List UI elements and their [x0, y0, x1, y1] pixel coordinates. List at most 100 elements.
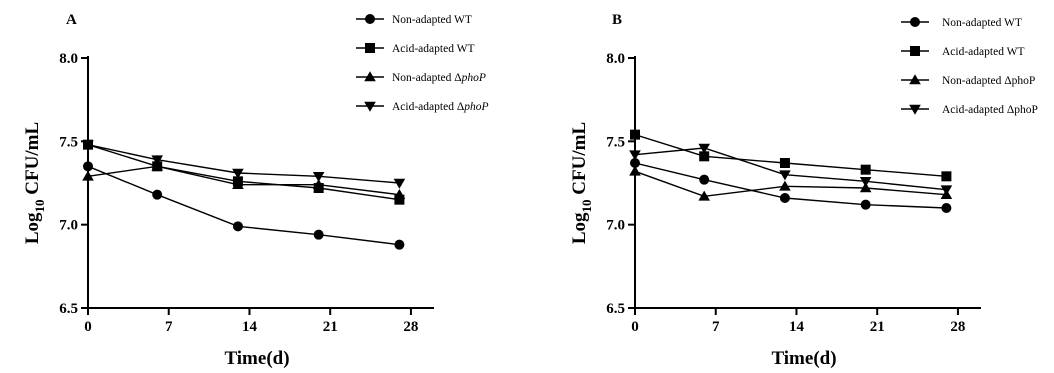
data-point: [860, 199, 871, 210]
y-axis-title-main: Log: [22, 212, 43, 244]
data-point: [232, 168, 244, 179]
legend-label: Acid-adapted WT: [942, 46, 1025, 58]
data-point: [151, 155, 163, 166]
y-axis-title-subscript: 10: [579, 199, 594, 212]
legend-label: Acid-adapted ΔphoP: [392, 101, 489, 113]
series-triangle-up: [629, 165, 953, 201]
legend-entry: Non-adapted WT: [356, 14, 472, 26]
x-tick-label: 28: [950, 319, 965, 335]
data-point: [779, 193, 790, 203]
data-point: [941, 171, 952, 182]
data-point: [630, 158, 640, 168]
legend-marker: [910, 17, 920, 27]
legend-entry: Acid-adapted WT: [901, 46, 1025, 58]
x-axis-title: Time(d): [771, 348, 836, 369]
y-tick-label: 8.0: [606, 51, 625, 67]
data-point: [940, 185, 953, 196]
legend-marker: [364, 71, 376, 82]
data-point: [698, 190, 710, 201]
panel-letter: B: [612, 12, 622, 28]
data-point: [699, 151, 710, 162]
legend-entry: Acid-adapted ΔphoP: [901, 104, 1038, 116]
series-triangle-up: [82, 160, 406, 199]
y-tick-label: 7.0: [606, 218, 625, 234]
y-axis-title-unit: CFU/mL: [22, 122, 43, 200]
data-point: [312, 178, 325, 189]
legend-marker: [909, 74, 921, 85]
data-point: [232, 178, 244, 189]
data-point: [151, 160, 163, 171]
series-circle: [83, 161, 405, 250]
y-axis-title: Log10 CFU/mL: [22, 122, 47, 244]
legend-label: Acid-adapted ΔphoP: [942, 104, 1038, 116]
legend-label-text: Acid-adapted WT: [942, 46, 1025, 58]
y-axis-title-subscript: 10: [32, 199, 47, 212]
series-line: [634, 133, 947, 178]
x-axis-title: Time(d): [224, 348, 289, 369]
data-point: [82, 140, 94, 151]
data-point: [232, 221, 243, 232]
x-tick-label: 7: [165, 319, 173, 335]
y-tick-label: 6.5: [59, 301, 78, 317]
data-point: [393, 178, 406, 189]
data-point: [394, 239, 405, 250]
x-tick-label: 0: [631, 319, 639, 335]
data-point: [394, 194, 405, 205]
data-point: [312, 172, 325, 183]
data-point: [393, 188, 406, 199]
x-tick-label: 21: [870, 319, 885, 335]
series-line: [87, 165, 400, 196]
data-point: [630, 129, 640, 140]
series-line: [87, 165, 400, 246]
legend-entry: Non-adapted ΔphoP: [901, 74, 1035, 87]
legend-marker: [365, 43, 375, 53]
legend-entry: Acid-adapted WT: [356, 43, 475, 55]
legend-marker: [364, 101, 376, 112]
y-tick-label: 7.5: [59, 134, 78, 150]
legend-label: Non-adapted ΔphoP: [392, 72, 486, 84]
legend-entry: Acid-adapted ΔphoP: [356, 101, 489, 113]
series-triangle-down: [629, 143, 953, 196]
data-point: [82, 170, 94, 181]
y-axis-title-unit: CFU/mL: [569, 122, 590, 200]
legend-label-text: Non-adapted ΔphoP: [942, 75, 1035, 87]
y-tick-label: 7.5: [606, 134, 625, 150]
series-square: [630, 129, 952, 182]
y-axis-title: Log10 CFU/mL: [569, 122, 594, 244]
legend-marker: [910, 46, 920, 56]
legend-entry: Non-adapted ΔphoP: [356, 71, 486, 84]
legend-marker: [909, 104, 921, 115]
legend-label: Non-adapted ΔphoP: [942, 75, 1035, 87]
y-axis-title-main: Log: [569, 212, 590, 244]
legend-label-text: Acid-adapted Δ: [392, 101, 464, 113]
data-point: [313, 229, 324, 240]
legend-label-text: Acid-adapted ΔphoP: [942, 104, 1038, 116]
legend-label-text: Acid-adapted WT: [392, 43, 475, 55]
chart-panel-b: B 6.5 7.0 7.5 8.0 0 7 14 21 28 Time(d) Log10 CFU/mL…: [569, 12, 1038, 369]
y-tick-label: 7.0: [59, 218, 78, 234]
series-line: [634, 147, 947, 191]
legend-marker: [365, 14, 375, 24]
data-point: [629, 165, 641, 176]
data-point: [860, 164, 871, 175]
chart-panel-a: A 6.5 7.0 7.5 8.0 0 7 14 21 28 Time(d) Log10 CFU/mL…: [22, 12, 489, 369]
x-tick-label: 7: [712, 319, 720, 335]
data-point: [699, 174, 710, 185]
y-tick-label: 8.0: [59, 51, 78, 67]
legend-label: Acid-adapted WT: [392, 43, 475, 55]
legend-entry: Non-adapted WT: [901, 17, 1022, 29]
series-triangle-down: [82, 140, 406, 189]
x-tick-label: 14: [242, 319, 258, 335]
data-point: [83, 161, 93, 172]
data-point: [859, 182, 872, 193]
series-line: [87, 143, 400, 201]
legend-label-text: Non-adapted Δ: [392, 72, 462, 84]
x-tick-label: 28: [403, 319, 418, 335]
series-circle: [630, 158, 952, 213]
series-square: [83, 139, 405, 205]
data-point: [941, 203, 952, 213]
panel-letter: A: [66, 12, 77, 28]
legend-label-italic: phoP: [463, 101, 488, 113]
data-point: [629, 150, 641, 161]
